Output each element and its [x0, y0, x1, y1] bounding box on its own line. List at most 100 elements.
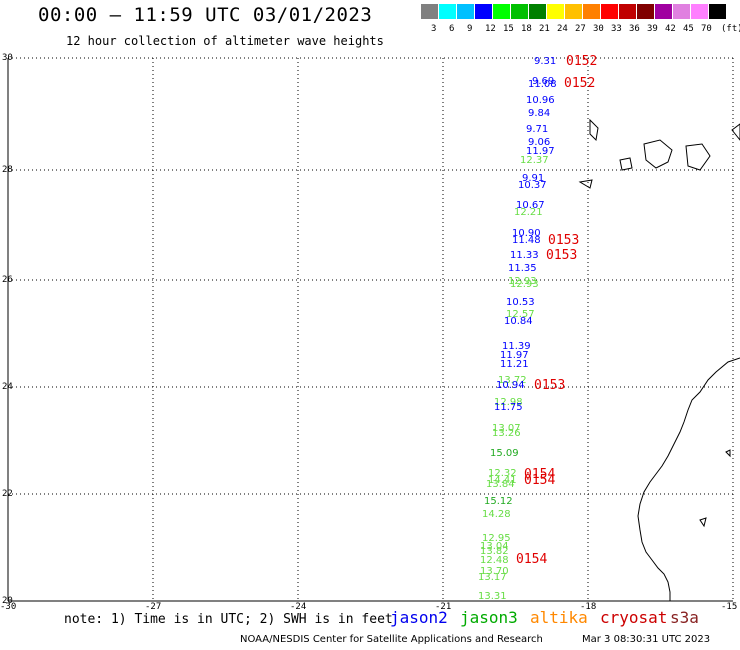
- legend-swatch: [475, 4, 492, 19]
- wave-height-value: 11.39: [502, 341, 531, 352]
- wave-height-value: 11.33: [510, 250, 539, 261]
- longitude-label: -15: [721, 602, 738, 612]
- latitude-label: 28: [2, 165, 13, 175]
- wave-height-value: 13.84: [486, 479, 515, 490]
- legend-swatch: [637, 4, 654, 19]
- wave-height-value: 9.69: [532, 76, 555, 87]
- longitude-label: -27: [145, 602, 162, 612]
- legend-swatch: [493, 4, 510, 19]
- wave-height-value: 10.37: [518, 180, 547, 191]
- satellite-jason3: jason3: [460, 608, 518, 627]
- chart-subtitle: 12 hour collection of altimeter wave hei…: [66, 34, 384, 48]
- credit-line: NOAA/NESDIS Center for Satellite Applica…: [240, 634, 543, 645]
- satellite-s3a: s3a: [670, 608, 699, 627]
- wave-height-value: 13.31: [478, 591, 507, 602]
- wave-height-value: 10.94: [496, 380, 525, 391]
- longitude-label: -24: [290, 602, 307, 612]
- wave-height-value: 13.70: [480, 566, 509, 577]
- legend-label: 42: [665, 24, 676, 34]
- longitude-label: -30: [0, 602, 17, 612]
- graticule: [7, 57, 734, 602]
- wave-height-value: 15.12: [484, 496, 513, 507]
- legend-label: 27: [575, 24, 586, 34]
- wave-height-value: 12.37: [520, 155, 549, 166]
- wave-height-value: 14.28: [482, 509, 511, 520]
- legend-swatch: [547, 4, 564, 19]
- pass-number: 0153: [546, 248, 578, 263]
- longitude-label: -18: [580, 602, 597, 612]
- wave-height-value: 10.90: [512, 228, 541, 239]
- canary-island-la-gomera: [619, 157, 633, 171]
- canary-island-la-palma: [589, 118, 599, 142]
- legend-swatch: [655, 4, 672, 19]
- wave-height-value: 12.32: [488, 468, 517, 479]
- pass-number: 0154: [516, 552, 548, 567]
- legend-label: 30: [593, 24, 604, 34]
- coastal-islet: [725, 449, 731, 458]
- wave-height-value: 9.31: [534, 56, 557, 67]
- wave-height-value: 10.53: [506, 297, 535, 308]
- wave-height-value: 13.04: [480, 541, 509, 552]
- pass-number: 0154: [524, 467, 556, 482]
- footnote: note: 1) Time is in UTC; 2) SWH is in fe…: [64, 612, 393, 627]
- wave-height-value: 9.71: [526, 124, 549, 135]
- legend-swatch: [601, 4, 618, 19]
- legend-label: 39: [647, 24, 658, 34]
- legend-label: 24: [557, 24, 568, 34]
- legend-label: 45: [683, 24, 694, 34]
- legend-swatch: [709, 4, 726, 19]
- wave-height-value: 9.84: [528, 108, 551, 119]
- satellite-cryosat: cryosat: [600, 608, 668, 627]
- chart-title: 00:00 – 11:59 UTC 03/01/2023: [38, 4, 373, 26]
- wave-height-value: 15.09: [490, 448, 519, 459]
- wave-height-value: 13.82: [480, 546, 509, 557]
- longitude-label: -21: [435, 602, 452, 612]
- legend-swatch: [691, 4, 708, 19]
- latitude-label: 24: [2, 382, 13, 392]
- canary-island-gran-canaria: [685, 143, 711, 171]
- legend-swatch: [421, 4, 438, 19]
- wave-height-value: 12.21: [514, 207, 543, 218]
- africa-coastline: [637, 357, 740, 601]
- legend-label: 36: [629, 24, 640, 34]
- canary-island-tenerife: [643, 139, 673, 169]
- latitude-label: 30: [2, 53, 13, 63]
- legend-swatch: [439, 4, 456, 19]
- wave-height-value: 10.96: [526, 95, 555, 106]
- latitude-label: 20: [2, 596, 13, 606]
- legend-label: 70: [701, 24, 712, 34]
- wave-height-value: 13.26: [492, 428, 521, 439]
- legend-label: 12: [485, 24, 496, 34]
- wave-height-value: 11.35: [508, 263, 537, 274]
- wave-height-value: 12.98: [494, 397, 523, 408]
- wave-height-value: 13.17: [478, 572, 507, 583]
- wave-height-value: 12.95: [482, 533, 511, 544]
- legend-swatch: [529, 4, 546, 19]
- wave-height-value: 11.21: [500, 359, 529, 370]
- wave-height-value: 10.84: [504, 316, 533, 327]
- legend-swatch: [673, 4, 690, 19]
- satellite-altika: altika: [530, 608, 588, 627]
- legend-swatch: [565, 4, 582, 19]
- pass-number: 0153: [534, 378, 566, 393]
- wave-height-value: 11.08: [528, 79, 557, 90]
- legend-label: 9: [467, 24, 473, 34]
- legend-swatch: [511, 4, 528, 19]
- wave-height-value: 13.72: [498, 375, 527, 386]
- legend-swatch: [457, 4, 474, 19]
- latitude-label: 22: [2, 489, 13, 499]
- wave-height-value: 12.93: [510, 279, 539, 290]
- wave-height-value: 12.48: [480, 555, 509, 566]
- legend-swatch: [583, 4, 600, 19]
- generated-timestamp: Mar 3 08:30:31 UTC 2023: [582, 634, 711, 645]
- wave-height-value: 11.75: [494, 402, 523, 413]
- coastal-islet: [699, 517, 707, 528]
- wave-height-value: 9.06: [528, 137, 551, 148]
- pass-number: 0154: [524, 473, 556, 488]
- wave-height-value: 13.07: [492, 423, 521, 434]
- legend-label: 33: [611, 24, 622, 34]
- legend-label: 6: [449, 24, 455, 34]
- legend-label: 21: [539, 24, 550, 34]
- pass-number: 0152: [566, 54, 598, 69]
